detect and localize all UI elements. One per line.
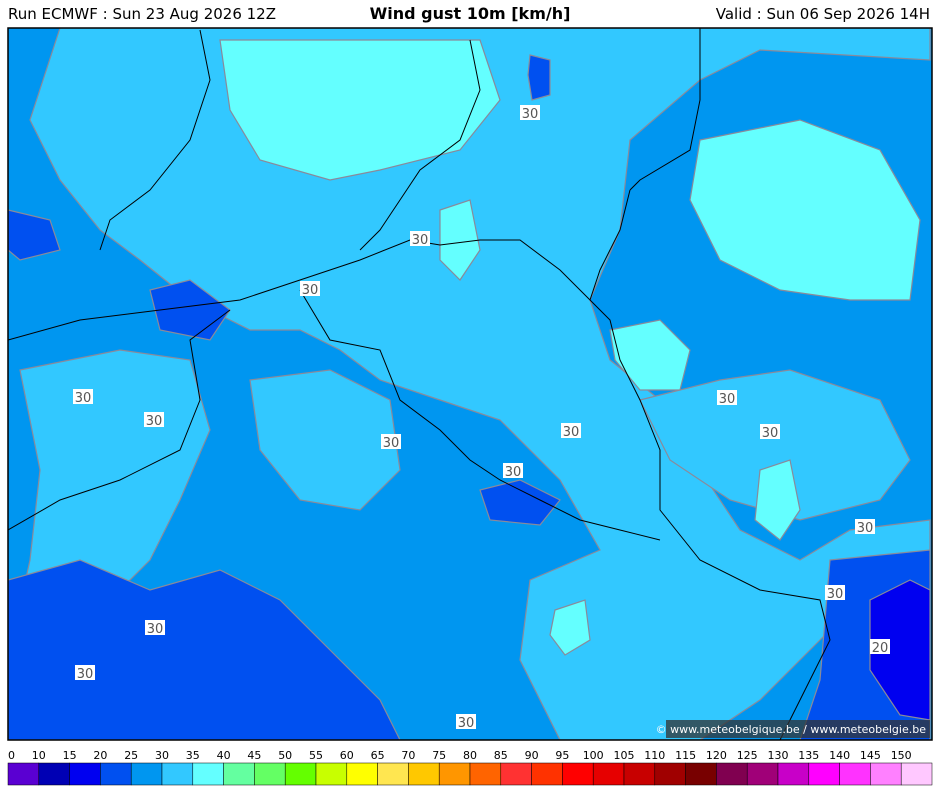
credit: © www.meteobelgique.be / www.meteobelgie… — [656, 723, 927, 736]
contour-label: 30 — [563, 425, 580, 440]
scale-label: 10 — [32, 749, 46, 762]
contour-label-bg — [410, 231, 430, 246]
color-swatch — [161, 762, 194, 786]
scale-label: 35 — [186, 749, 200, 762]
scale-label: 135 — [798, 749, 819, 762]
valid-time: Valid : Sun 06 Sep 2026 14H — [715, 5, 930, 23]
contour-label: 30 — [857, 521, 874, 536]
contour-label: 30 — [383, 436, 400, 451]
color-swatch — [716, 762, 748, 786]
contour-label-bg — [855, 519, 875, 534]
scale-label: 110 — [644, 749, 665, 762]
color-swatch — [900, 762, 933, 786]
scale-label: 50 — [278, 749, 292, 762]
contour-label-bg — [144, 412, 164, 427]
color-swatch — [377, 762, 409, 786]
color-swatch — [469, 762, 502, 786]
scale-label: 80 — [463, 749, 477, 762]
color-swatch — [654, 762, 686, 786]
color-swatch — [592, 762, 625, 786]
contour-label: 30 — [302, 283, 319, 298]
color-swatch — [69, 762, 101, 786]
scale-label: 115 — [675, 749, 696, 762]
contour-label-bg — [760, 424, 780, 439]
color-swatch — [7, 762, 40, 786]
scale-label: 45 — [247, 749, 261, 762]
color-swatch — [808, 762, 840, 786]
scale-label: 145 — [860, 749, 881, 762]
contour-label: 30 — [77, 667, 94, 682]
contour-label-bg — [381, 434, 401, 449]
scale-label: 30 — [155, 749, 169, 762]
contour-label: 30 — [719, 392, 736, 407]
contour-label-bg — [503, 463, 523, 478]
contour-label: 30 — [75, 391, 92, 406]
contour-label: 30 — [505, 465, 522, 480]
map-title: Wind gust 10m [km/h] — [369, 4, 571, 23]
contour-label: 30 — [412, 233, 429, 248]
scale-label: 90 — [525, 749, 539, 762]
color-swatch — [685, 762, 717, 786]
wind-field — [8, 28, 932, 740]
scale-label: 105 — [614, 749, 635, 762]
contour-label-bg — [870, 639, 890, 654]
scale-label: 130 — [768, 749, 789, 762]
contour-label-bg — [145, 620, 165, 635]
scale-label: 40 — [217, 749, 231, 762]
scale-label: 70 — [401, 749, 415, 762]
color-swatch — [746, 762, 779, 786]
scale-label: 100 — [583, 749, 604, 762]
contour-label: 30 — [146, 414, 163, 429]
scale-label: 65 — [371, 749, 385, 762]
color-swatch — [408, 762, 440, 786]
scale-label: 20 — [93, 749, 107, 762]
color-swatch — [623, 762, 656, 786]
scale-label: 120 — [706, 749, 727, 762]
color-swatch — [870, 762, 902, 786]
contour-label-bg — [300, 281, 320, 296]
color-swatch — [777, 762, 810, 786]
contour-label: 20 — [872, 641, 889, 656]
color-swatch — [284, 762, 317, 786]
color-swatch — [38, 762, 70, 786]
scale-label: 95 — [555, 749, 569, 762]
scale-label: 140 — [829, 749, 850, 762]
color-swatch — [192, 762, 224, 786]
contour-label-bg — [520, 105, 540, 120]
color-swatch — [438, 762, 471, 786]
scale-label: 60 — [340, 749, 354, 762]
scale-label: 150 — [891, 749, 912, 762]
contour-label-bg — [561, 423, 581, 438]
contour-label: 30 — [762, 426, 779, 441]
contour-label: 30 — [522, 107, 539, 122]
color-swatch — [346, 762, 378, 786]
contour-label: 30 — [827, 587, 844, 602]
scale-label: 55 — [309, 749, 323, 762]
contour-label-bg — [75, 665, 95, 680]
color-swatch — [562, 762, 594, 786]
contour-label: 30 — [458, 716, 475, 731]
color-swatch — [130, 762, 163, 786]
color-swatch — [223, 762, 255, 786]
run-info: Run ECMWF : Sun 23 Aug 2026 12Z — [8, 5, 276, 23]
contour-label-bg — [456, 714, 476, 729]
scale-label: 0 — [8, 749, 15, 762]
color-swatch — [254, 762, 286, 786]
scale-label: 25 — [124, 749, 138, 762]
scale-label: 125 — [737, 749, 758, 762]
contour-label-bg — [717, 390, 737, 405]
scale-label: 75 — [432, 749, 446, 762]
color-swatch — [839, 762, 871, 786]
contour-label-bg — [825, 585, 845, 600]
color-swatch — [531, 762, 563, 786]
contour-label: 30 — [147, 622, 164, 637]
scale-label: 15 — [63, 749, 77, 762]
scale-label: 85 — [494, 749, 508, 762]
color-swatch — [315, 762, 348, 786]
contour-label-bg — [73, 389, 93, 404]
color-swatch — [100, 762, 132, 786]
color-swatch — [500, 762, 532, 786]
